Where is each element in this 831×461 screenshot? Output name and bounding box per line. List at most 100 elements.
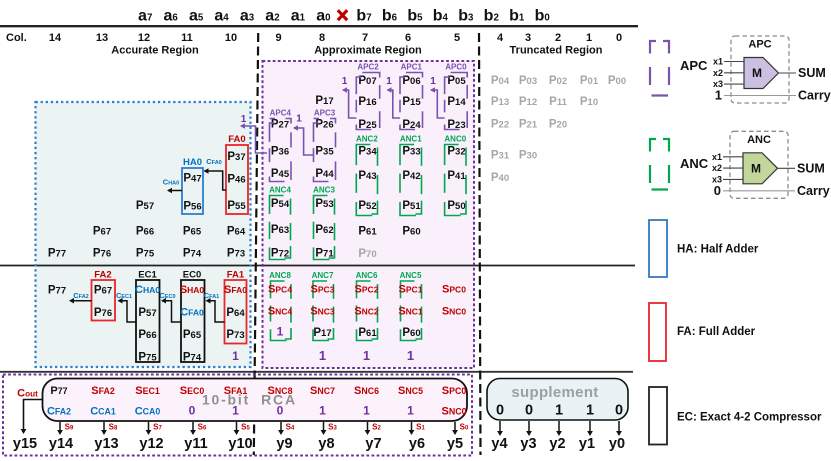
svg-text:1: 1 [277,325,284,339]
svg-text:P17: P17 [313,327,331,339]
svg-text:S5: S5 [241,423,250,432]
svg-text:P06: P06 [402,75,420,87]
svg-text:S1: S1 [416,423,425,432]
svg-text:CHA0: CHA0 [163,178,179,187]
svg-text:0: 0 [616,32,622,44]
svg-text:a1: a1 [291,8,306,25]
svg-text:x2: x2 [712,163,722,173]
svg-text:a0: a0 [316,8,330,25]
svg-text:ANC8: ANC8 [269,271,291,280]
svg-text:P76: P76 [93,248,111,260]
svg-text:CFA1: CFA1 [204,291,220,300]
svg-text:ANC3: ANC3 [313,186,335,195]
svg-text:5: 5 [454,32,460,44]
svg-text:P77: P77 [50,385,67,397]
svg-text:SNC1: SNC1 [398,306,423,318]
svg-text:P74: P74 [183,352,202,364]
svg-text:b4: b4 [433,8,449,25]
svg-text:P53: P53 [315,198,333,210]
svg-text:6: 6 [405,32,411,44]
svg-text:FA0: FA0 [228,134,245,145]
svg-text:CEC1: CEC1 [116,291,132,300]
svg-text:P67: P67 [94,285,112,297]
svg-text:CFA2: CFA2 [47,406,71,418]
svg-text:P43: P43 [358,170,376,182]
svg-text:P41: P41 [447,170,466,182]
svg-text:P32: P32 [447,146,465,158]
svg-text:1: 1 [363,404,370,418]
svg-text:SHA0: SHA0 [180,284,205,296]
svg-text:S3: S3 [328,423,337,432]
svg-text:a5: a5 [189,8,204,25]
svg-text:S7: S7 [153,423,162,432]
svg-text:S6: S6 [198,423,207,432]
svg-text:P76: P76 [94,307,112,319]
svg-text:P71: P71 [315,248,334,260]
svg-text:14: 14 [49,32,62,44]
svg-text:SNC8: SNC8 [268,385,293,397]
svg-text:SPC2: SPC2 [355,284,379,296]
svg-text:P61: P61 [358,226,377,238]
svg-text:EC: Exact 4-2 Compressor: EC: Exact 4-2 Compressor [677,412,822,424]
svg-text:x1: x1 [713,57,723,67]
svg-text:y7: y7 [365,436,381,452]
svg-text:1: 1 [586,32,592,44]
svg-text:b1: b1 [509,8,525,25]
svg-text:3: 3 [525,32,531,44]
svg-text:P17: P17 [315,95,333,107]
svg-text:FA: Full Adder: FA: Full Adder [677,326,756,338]
svg-text:SEC1: SEC1 [135,385,160,397]
svg-text:CCA1: CCA1 [90,406,116,418]
svg-text:1: 1 [232,404,239,418]
svg-text:CFA2: CFA2 [73,291,89,300]
svg-text:Approximate Region: Approximate Region [314,45,422,57]
svg-text:P62: P62 [315,224,333,236]
svg-text:a2: a2 [265,8,279,25]
svg-text:CFA0: CFA0 [180,307,204,319]
svg-text:SNC2: SNC2 [354,306,379,318]
svg-text:SFA2: SFA2 [91,385,115,397]
svg-text:EC0: EC0 [183,270,201,281]
svg-text:S4: S4 [286,423,295,432]
svg-text:P77: P77 [48,248,66,260]
svg-text:SFA1: SFA1 [224,385,248,397]
svg-text:S2: S2 [372,423,381,432]
svg-text:P10: P10 [580,96,598,108]
svg-text:P42: P42 [402,170,420,182]
svg-text:y11: y11 [184,436,207,452]
svg-text:1: 1 [296,114,302,125]
svg-text:b6: b6 [382,8,398,25]
svg-text:P03: P03 [519,75,537,87]
svg-text:1: 1 [241,114,247,125]
svg-text:b0: b0 [535,8,550,25]
svg-text:P40: P40 [491,172,509,184]
svg-text:P26: P26 [315,119,333,131]
svg-text:P01: P01 [580,75,599,87]
svg-text:M: M [752,66,762,80]
svg-text:SEC0: SEC0 [180,385,205,397]
svg-text:y5: y5 [447,436,463,452]
svg-text:Col.: Col. [6,32,27,44]
svg-text:P33: P33 [402,146,420,158]
svg-text:Carry: Carry [797,184,830,198]
svg-text:ANC7: ANC7 [312,271,334,280]
svg-text:ANC0: ANC0 [444,135,466,144]
svg-text:0: 0 [189,404,196,418]
svg-text:P52: P52 [358,200,376,212]
svg-text:P57: P57 [138,307,156,319]
svg-text:Cout: Cout [17,388,38,400]
svg-text:0: 0 [277,404,284,418]
svg-text:P73: P73 [227,248,245,260]
svg-text:1: 1 [715,88,722,103]
svg-text:SNC5: SNC5 [398,385,423,397]
svg-text:P37: P37 [227,151,245,163]
svg-text:P50: P50 [447,200,465,212]
svg-text:b2: b2 [484,8,499,25]
svg-text:y6: y6 [409,436,425,452]
svg-text:P73: P73 [226,329,244,341]
svg-text:P65: P65 [183,329,202,341]
svg-text:P44: P44 [315,168,334,180]
svg-text:P61: P61 [358,327,377,339]
svg-text:Accurate Region: Accurate Region [111,45,199,57]
svg-text:S8: S8 [109,423,118,432]
